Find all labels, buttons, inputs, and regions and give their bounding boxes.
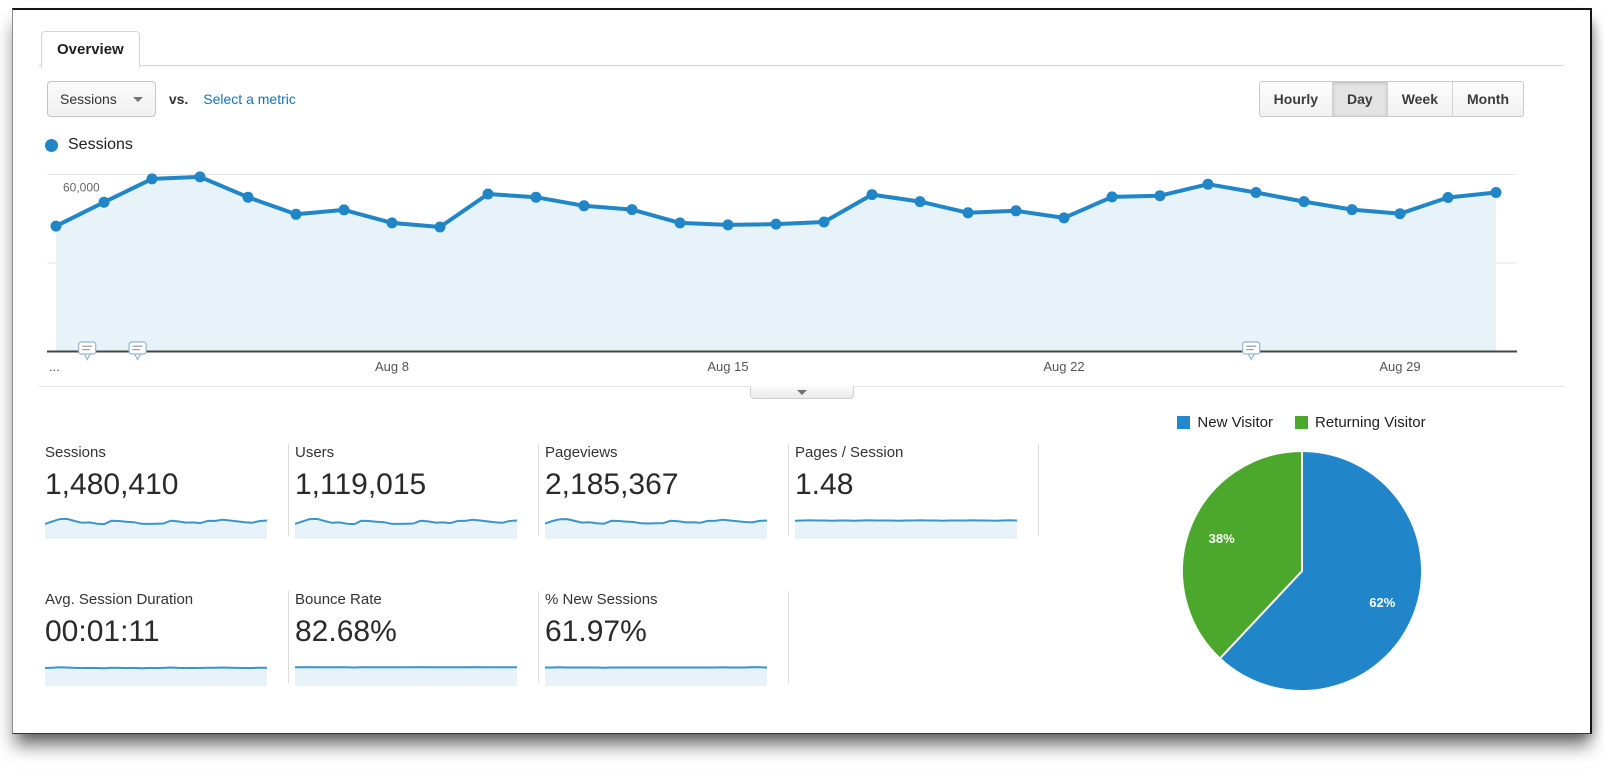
granularity-button-day[interactable]: Day — [1332, 82, 1387, 116]
metric-label: Users — [295, 444, 335, 461]
chevron-down-icon — [132, 96, 143, 102]
granularity-button-week[interactable]: Week — [1386, 82, 1452, 116]
granularity-button-month[interactable]: Month — [1452, 82, 1523, 116]
metric-value: 00:01:11 — [45, 614, 160, 648]
metric-card-avg-session-duration: Avg. Session Duration 00:01:11 — [39, 590, 289, 686]
chart-collapse-handle[interactable] — [749, 386, 854, 399]
granularity-segmented-control: Hourly Day Week Month — [1258, 81, 1524, 117]
svg-text:Aug 8: Aug 8 — [375, 359, 409, 374]
metric-sparkline — [545, 665, 767, 686]
metric-sparkline — [795, 519, 1017, 539]
metric-selector-value: Sessions — [60, 91, 117, 107]
tab-overview[interactable]: Overview — [41, 31, 140, 68]
visitor-type-block: New Visitor Returning Visitor 62% 38% — [1039, 412, 1564, 697]
annotation-bubble-icon — [1242, 341, 1261, 361]
svg-text:Aug 29: Aug 29 — [1379, 359, 1420, 374]
svg-text:...: ... — [49, 359, 60, 374]
metric-label: Pageviews — [545, 444, 618, 461]
chart-bottom-divider — [39, 386, 1564, 404]
legend-item-new-visitor: New Visitor — [1177, 414, 1273, 431]
annotation-bubble-icon — [128, 341, 147, 361]
metric-card-pageviews: Pageviews 2,185,367 — [539, 444, 789, 539]
granularity-button-hourly[interactable]: Hourly — [1273, 91, 1318, 107]
tab-overview-label: Overview — [57, 41, 124, 58]
metric-value: 61.97% — [545, 614, 647, 648]
sessions-legend-label: Sessions — [68, 136, 133, 153]
metric-sparkline — [295, 517, 517, 539]
metrics-grid: Sessions 1,480,410 Users 1,119,015 Pagev… — [39, 412, 1039, 697]
metric-label: % New Sessions — [545, 590, 658, 608]
chevron-down-icon — [796, 390, 807, 395]
metric-card-pages-per-session: Pages / Session 1.48 — [789, 444, 1039, 539]
metric-label: Sessions — [45, 444, 106, 461]
returning-visitor-swatch-icon — [1294, 416, 1308, 429]
metric-card-bounce-rate: Bounce Rate 82.68% — [289, 590, 539, 686]
metric-sparkline — [295, 665, 517, 686]
metric-card-users: Users 1,119,015 — [289, 444, 539, 539]
svg-text:Aug 22: Aug 22 — [1043, 359, 1084, 374]
returning-visitor-label: Returning Visitor — [1314, 414, 1426, 431]
vs-label: vs. — [168, 91, 189, 107]
metric-sparkline — [45, 665, 267, 686]
sessions-legend-dot-icon — [45, 138, 58, 152]
metric-card-new-sessions: % New Sessions 61.97% — [539, 590, 789, 686]
svg-text:60,000: 60,000 — [63, 181, 100, 195]
metric-value: 1.48 — [795, 468, 854, 501]
chart-legend: Sessions — [45, 136, 1564, 154]
metric-label: Avg. Session Duration — [45, 590, 194, 608]
metric-label: Pages / Session — [795, 444, 904, 461]
svg-text:38%: 38% — [1208, 531, 1234, 546]
metric-value: 1,480,410 — [45, 468, 179, 501]
visitor-pie-chart[interactable]: 62% 38% — [1176, 445, 1428, 697]
metric-card-sessions: Sessions 1,480,410 — [39, 444, 289, 539]
metric-value: 2,185,367 — [545, 468, 679, 501]
summary-section: Sessions 1,480,410 Users 1,119,015 Pagev… — [39, 412, 1564, 697]
metric-value: 1,119,015 — [295, 468, 427, 501]
legend-item-returning-visitor: Returning Visitor — [1294, 414, 1426, 431]
metric-value: 82.68% — [295, 614, 397, 648]
pie-legend: New Visitor Returning Visitor — [1177, 414, 1426, 431]
new-visitor-label: New Visitor — [1197, 414, 1273, 431]
tabs-row: Overview — [39, 30, 1564, 68]
new-visitor-swatch-icon — [1177, 416, 1191, 429]
annotation-bubble-icon — [78, 341, 97, 361]
svg-text:62%: 62% — [1369, 595, 1395, 610]
metric-sparkline — [45, 517, 267, 539]
chart-toolbar: Sessions vs. Select a metric Hourly Day … — [47, 80, 1564, 118]
metric-selector-dropdown[interactable]: Sessions — [47, 81, 156, 117]
select-metric-link[interactable]: Select a metric — [203, 91, 296, 107]
screenshot-frame: Overview Sessions vs. Select a metric Ho… — [12, 8, 1592, 734]
metric-sparkline — [545, 518, 767, 539]
metric-label: Bounce Rate — [295, 590, 382, 608]
svg-text:Aug 15: Aug 15 — [707, 359, 748, 374]
